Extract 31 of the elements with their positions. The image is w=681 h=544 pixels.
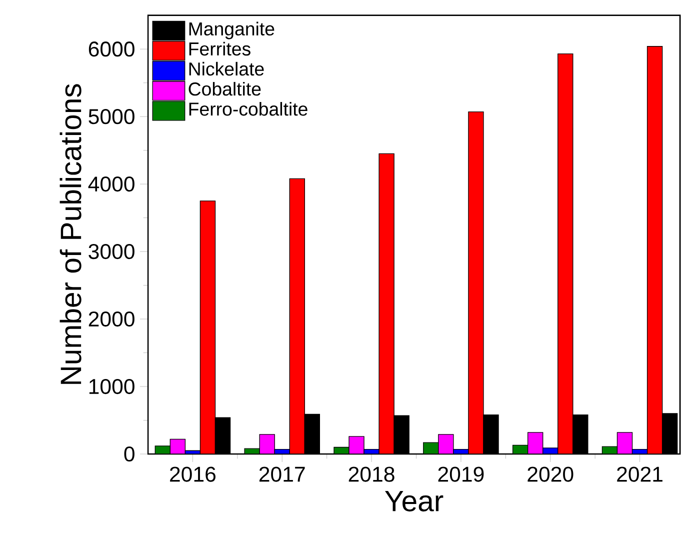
bar xyxy=(378,153,394,454)
x-tick-label: 2020 xyxy=(528,466,574,482)
bar xyxy=(289,178,305,454)
x-tick-label: 2017 xyxy=(259,466,305,482)
x-tick-label: 2019 xyxy=(438,466,484,482)
x-axis-title: Year xyxy=(385,490,444,512)
x-tick-label: 2021 xyxy=(617,466,662,482)
y-tick-label: 0 xyxy=(124,446,134,462)
legend-label: Ferro-cobaltite xyxy=(189,102,308,116)
legend-label: Manganite xyxy=(189,22,274,40)
bar xyxy=(259,434,275,454)
legend-label: Cobaltite xyxy=(188,82,261,96)
y-tick-label: 4000 xyxy=(88,176,134,192)
y-tick-label: 3000 xyxy=(88,244,134,260)
y-tick-label: 5000 xyxy=(88,109,134,124)
bar xyxy=(438,434,454,454)
bar xyxy=(200,200,216,454)
bar xyxy=(170,438,186,454)
x-tick-label: 2018 xyxy=(348,466,394,482)
y-tick-label: 6000 xyxy=(88,42,134,57)
x-tick-label: 2016 xyxy=(170,466,216,482)
bar xyxy=(527,432,544,454)
y-axis-title: Number of Publications xyxy=(60,84,82,384)
bar xyxy=(646,46,663,454)
legend-label: Nickelate xyxy=(189,62,264,76)
bar xyxy=(468,112,484,454)
legend-label: Ferrites xyxy=(189,42,250,56)
y-tick-label: 1000 xyxy=(89,378,134,394)
bar xyxy=(558,53,574,454)
y-tick-label: 2000 xyxy=(88,311,134,327)
bar xyxy=(616,432,633,454)
